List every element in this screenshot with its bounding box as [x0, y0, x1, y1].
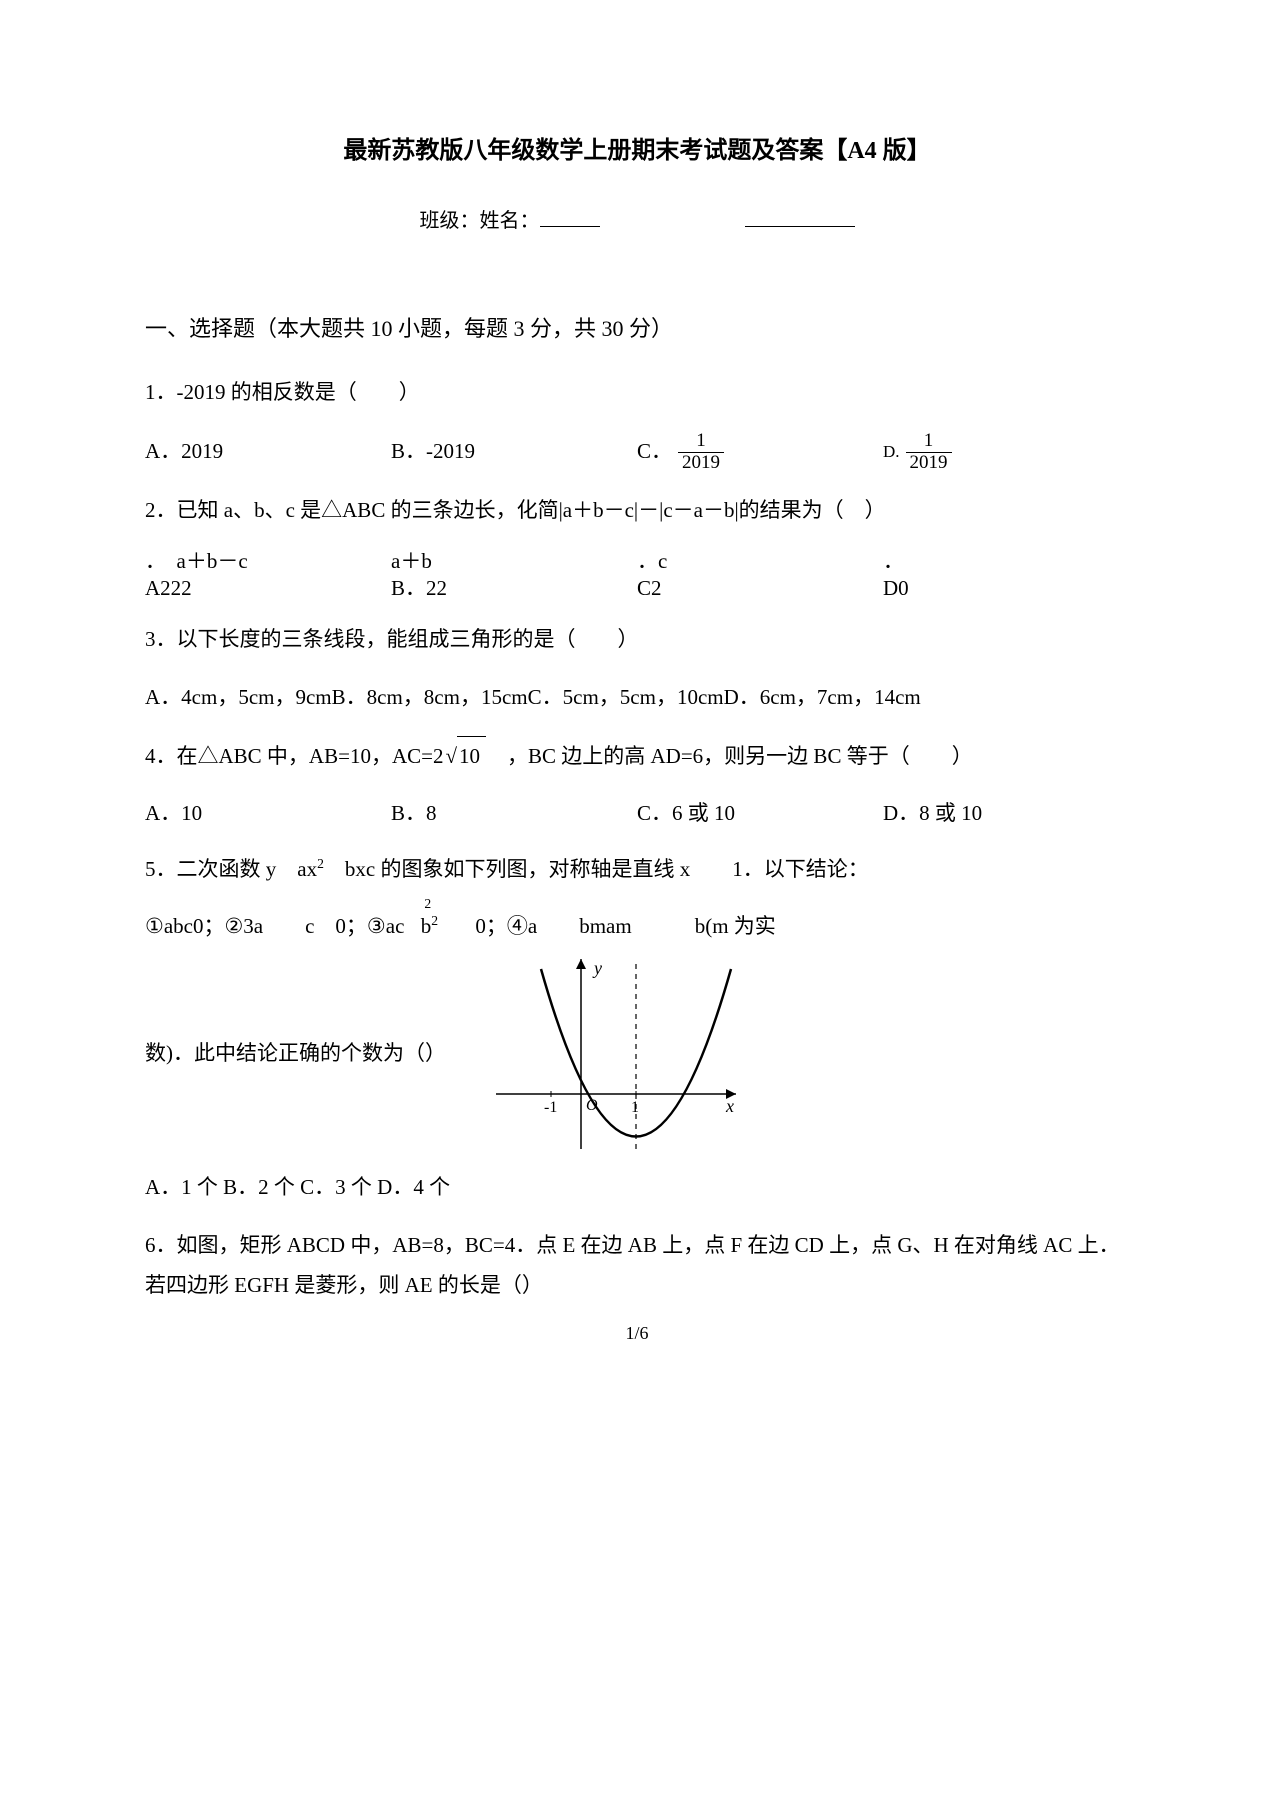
q4-pre: 4．在△ABC 中，AB=10，AC=2 [145, 744, 443, 768]
q4-stem: 4．在△ABC 中，AB=10，AC=2√10 ，BC 边上的高 AD=6，则另… [145, 736, 1129, 777]
q1-opt-d: D. 1 2019 [883, 431, 1129, 474]
q1-opt-c: C． 1 2019 [637, 431, 883, 474]
q1-c-den: 2019 [678, 452, 724, 474]
q4-sqrt-val: 10 [457, 736, 486, 777]
section-1-heading: 一、选择题（本大题共 10 小题，每题 3 分，共 30 分） [145, 309, 1129, 349]
q4-post: ，BC 边上的高 AD=6，则另一边 BC 等于（ ） [486, 744, 973, 768]
q5-options: A．1 个 B．2 个 C．3 个 D．4 个 [145, 1168, 1129, 1208]
name-label: 姓名： [480, 210, 540, 232]
name-blank [540, 207, 600, 227]
extra-blank [745, 207, 855, 227]
q4-opt-a: A．10 [145, 795, 391, 833]
q1-d-frac: 1 2019 [906, 431, 952, 474]
tick-origin: O [586, 1097, 598, 1114]
q1-opt-a: A．2019 [145, 433, 391, 471]
q1-d-den: 2019 [906, 452, 952, 474]
q2-bot-b: B．22 [391, 575, 637, 602]
q2-top-c: ．c [637, 549, 883, 574]
q1-stem: 1．-2019 的相反数是（ ） [145, 373, 1129, 413]
q1-d-label: D. [883, 437, 900, 468]
page-number: 1/6 [0, 1323, 1274, 1344]
q2-stem: 2．已知 a、b、c 是△ABC 的三条边长，化简|a＋b－c|－|c－a－b|… [145, 491, 1129, 531]
q3-opt-b: B．8cm，8cm，15cm [332, 685, 528, 709]
q3-opt-d: D．6cm，7cm，14cm [724, 685, 921, 709]
q1-d-num: 1 [920, 431, 938, 452]
q5-l1-pre: 5．二次函数 y ax [145, 857, 317, 881]
q3-stem: 3．以下长度的三条线段，能组成三角形的是（ ） [145, 620, 1129, 660]
q3-options: A．4cm，5cm，9cmB．8cm，8cm，15cmC．5cm，5cm，10c… [145, 678, 1129, 718]
class-name-line: 班级：姓名： [145, 203, 1129, 239]
squared-icon: 2 [431, 913, 438, 928]
q2-bot-d: D0 [883, 575, 1129, 602]
q2-top-a: ． a＋b－c [145, 549, 391, 574]
q2-opts-top: ． a＋b－c a＋b ．c ． [145, 549, 1129, 574]
q5-l2c: 0；④a bmam b(m 为实 [454, 908, 775, 946]
x-axis-label: x [725, 1096, 734, 1116]
q5-line2: ①abc0；②3a c 0；③ac 2 b2 0；④a bmam b(m 为实 [145, 908, 1129, 946]
q5-l2a: ①abc0；②3a c 0；③ac [145, 908, 404, 946]
q2-bot-c: C2 [637, 575, 883, 602]
q1-opt-b: B．-2019 [391, 433, 637, 471]
q2-opts-bot: A222 B．22 C2 D0 [145, 575, 1129, 602]
sqrt-icon: √10 [443, 736, 486, 777]
q1-c-label: C． [637, 433, 672, 471]
doc-title: 最新苏教版八年级数学上册期末考试题及答案【A4 版】 [145, 130, 1129, 173]
q5-line3: 数)．此中结论正确的个数为（） [145, 1035, 446, 1073]
q1-c-num: 1 [692, 431, 710, 452]
q5-l2b: b [421, 914, 432, 938]
q6-stem: 6．如图，矩形 ABCD 中，AB=8，BC=4．点 E 在边 AB 上，点 F… [145, 1226, 1129, 1306]
squared-icon: 2 [317, 856, 324, 871]
tick-pos1: 1 [631, 1099, 639, 1116]
tick-neg1: -1 [544, 1099, 557, 1116]
q1-options: A．2019 B．-2019 C． 1 2019 D. 1 2019 [145, 431, 1129, 474]
q4-options: A．10 B．8 C．6 或 10 D．8 或 10 [145, 795, 1129, 833]
y-axis-label: y [592, 958, 602, 978]
q4-opt-b: B．8 [391, 795, 637, 833]
q3-opt-a: A．4cm，5cm，9cm [145, 685, 332, 709]
q4-opt-c: C．6 或 10 [637, 795, 883, 833]
parabola-graph: y x -1 O 1 [486, 954, 746, 1154]
q4-opt-d: D．8 或 10 [883, 795, 1129, 833]
y-arrow-icon [576, 959, 586, 969]
q5-row-bottom: 数)．此中结论正确的个数为（） y x -1 O 1 [145, 954, 1129, 1154]
class-label: 班级： [420, 210, 480, 232]
q2-top-b: a＋b [391, 549, 637, 574]
q5-l2sup: 2 [424, 892, 431, 917]
q3-opt-c: C．5cm，5cm，10cm [528, 685, 724, 709]
q5-l1-post: bxc 的图象如下列图，对称轴是直线 x 1．以下结论： [324, 857, 869, 881]
q2-bot-a: A222 [145, 575, 391, 602]
q1-c-frac: 1 2019 [678, 431, 724, 474]
q5-line1: 5．二次函数 y ax2 bxc 的图象如下列图，对称轴是直线 x 1．以下结论… [145, 850, 1129, 890]
q2-top-d: ． [883, 549, 1129, 574]
